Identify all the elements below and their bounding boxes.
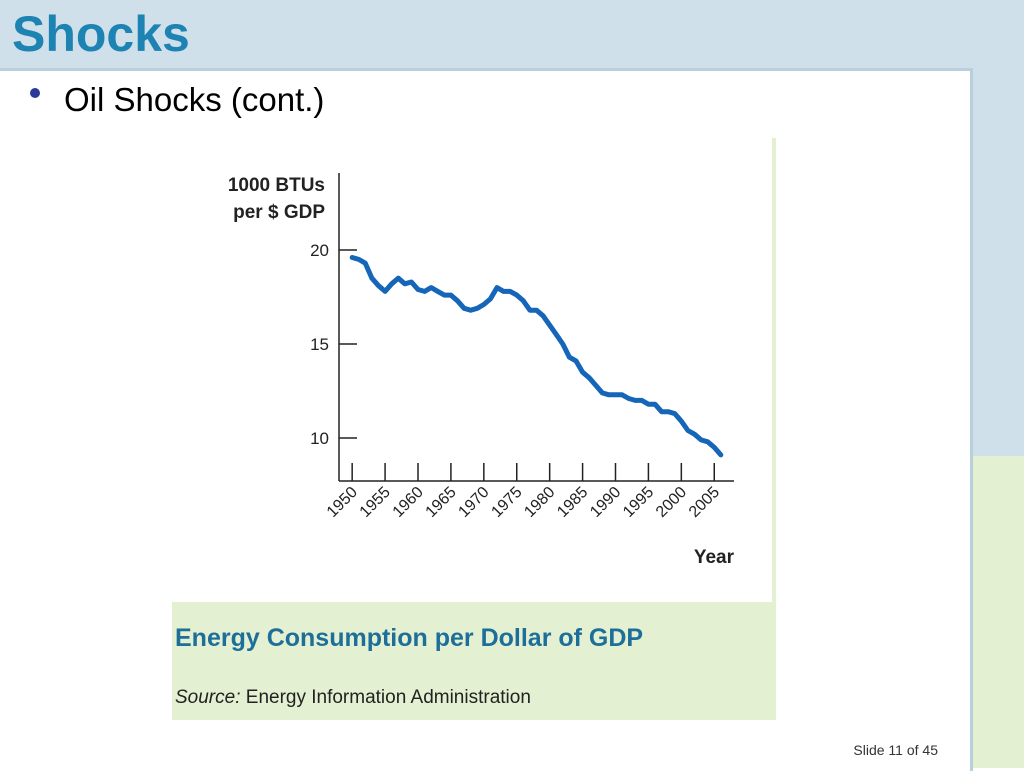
figure-caption-title: Energy Consumption per Dollar of GDP [175,624,644,652]
bullet-dot-icon [30,88,40,98]
source-label: Source: [175,687,241,708]
bullet-text: Oil Shocks (cont.) [64,81,325,118]
y-axis-label-line-1: 1000 BTUs [228,175,325,196]
x-tick-label-1950: 1950 [324,484,361,521]
figure-caption-source: Source: Energy Information Administratio… [175,687,531,709]
x-tick-label-1965: 1965 [423,484,460,521]
y-tick-label-20: 20 [310,241,329,260]
x-tick-label-1995: 1995 [620,484,657,521]
x-tick-label-1970: 1970 [455,484,492,521]
x-tick-label-2000: 2000 [653,484,690,521]
x-tick-label-1960: 1960 [390,484,427,521]
source-text: Energy Information Administration [245,687,531,708]
x-tick-label-1990: 1990 [587,484,624,521]
x-tick-label-2005: 2005 [686,484,723,521]
y-tick-label-15: 15 [310,335,329,354]
slide-title: Shocks [12,6,190,62]
x-tick-label-1985: 1985 [554,484,591,521]
y-axis-label-line-2: per $ GDP [233,202,325,223]
chart-area: 1000 BTUs per $ GDP 20 15 10 1950 1955 1960 1… [172,138,772,602]
x-tick-label-1975: 1975 [488,484,525,521]
y-tick-label-10: 10 [310,429,329,448]
series-line-energy-per-gdp [349,255,724,458]
x-axis-label: Year [694,547,735,568]
x-tick-label-1955: 1955 [357,484,394,521]
slide-number: Slide 11 of 45 [853,742,938,758]
bullet-item: Oil Shocks (cont.) [30,78,324,122]
x-tick-label-1980: 1980 [521,484,558,521]
chart-figure: 1000 BTUs per $ GDP 20 15 10 1950 1955 1960 1… [172,138,776,720]
